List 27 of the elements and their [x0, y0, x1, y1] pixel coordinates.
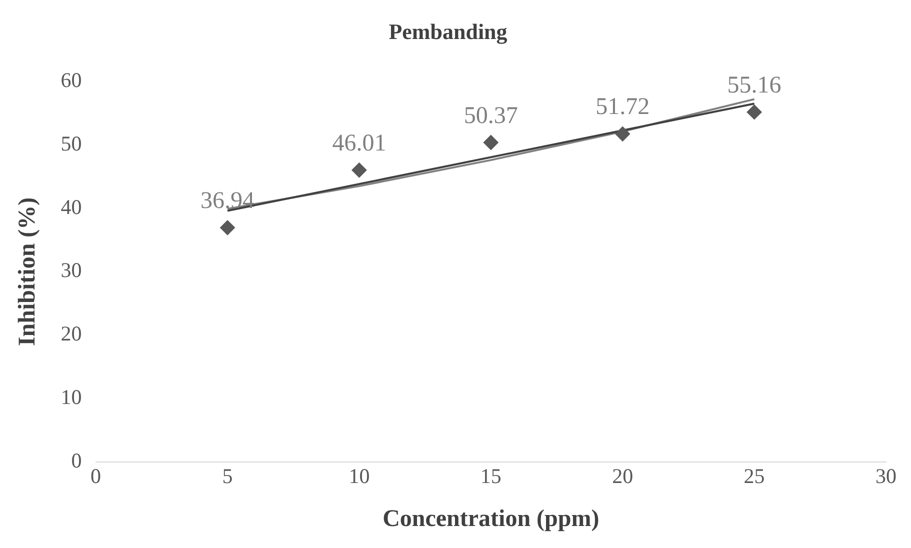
- point: [352, 162, 367, 178]
- data-label: 50.37: [464, 102, 518, 129]
- data-label: 55.16: [727, 72, 782, 98]
- y-tick-label: 0: [71, 448, 82, 473]
- y-tick-label: 40: [60, 194, 82, 219]
- y-axis-title: Inhibition (%): [14, 197, 41, 346]
- data-label: 46.01: [332, 130, 386, 156]
- x-tick-label: 0: [90, 464, 102, 488]
- x-tick-label: 15: [480, 464, 502, 488]
- y-tick-label: 20: [60, 322, 82, 346]
- point: [220, 220, 235, 236]
- x-axis-title: Concentration (ppm): [382, 506, 600, 532]
- y-tick-label: 60: [60, 68, 82, 92]
- point: [615, 126, 630, 142]
- y-tick-label: 10: [60, 385, 82, 410]
- x-tick-label: 10: [348, 464, 370, 488]
- data-label: 51.72: [596, 94, 650, 120]
- x-tick-label: 25: [744, 464, 765, 488]
- point: [746, 104, 762, 120]
- y-tick-label: 30: [60, 258, 82, 282]
- data-label: 36.94: [200, 188, 254, 214]
- point: [483, 134, 498, 150]
- y-tick-label: 50: [60, 131, 82, 156]
- x-tick-label: 5: [222, 464, 233, 488]
- x-tick-label: 30: [876, 464, 896, 488]
- chart-title: Pembanding: [388, 18, 508, 44]
- x-tick-label: 20: [612, 464, 634, 488]
